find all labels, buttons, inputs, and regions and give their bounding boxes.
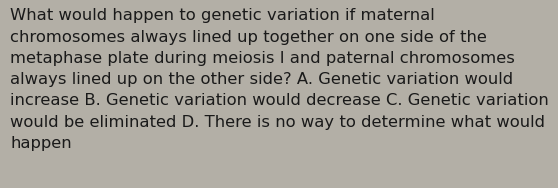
Text: What would happen to genetic variation if maternal
chromosomes always lined up t: What would happen to genetic variation i… <box>10 8 549 151</box>
